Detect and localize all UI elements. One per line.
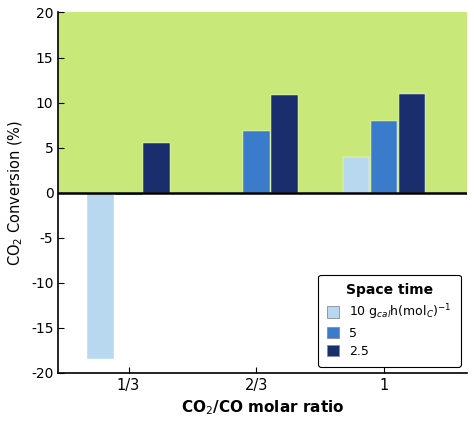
Legend: 10 g$_{cal}$h(mol$_C$)$^{-1}$, 5, 2.5: 10 g$_{cal}$h(mol$_C$)$^{-1}$, 5, 2.5 <box>318 275 461 367</box>
Y-axis label: CO$_2$ Conversion (%): CO$_2$ Conversion (%) <box>7 120 25 266</box>
Bar <box>371 120 397 192</box>
Bar <box>115 192 142 195</box>
Bar <box>343 156 369 192</box>
Bar <box>399 94 426 192</box>
Bar <box>58 12 467 192</box>
Bar <box>243 131 270 192</box>
Bar <box>87 192 114 360</box>
Bar <box>271 95 298 192</box>
X-axis label: CO$_2$/CO molar ratio: CO$_2$/CO molar ratio <box>181 399 345 417</box>
Bar <box>143 143 170 192</box>
